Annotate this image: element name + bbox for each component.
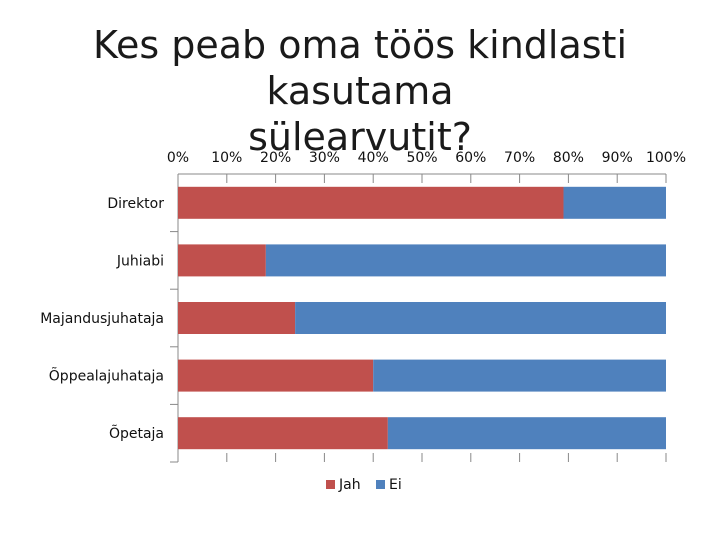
legend-swatch — [376, 480, 385, 489]
bar-jah — [178, 186, 564, 219]
chart-title-line-2: sülearvutit? — [248, 115, 472, 159]
category-label: Õpetaja — [109, 425, 164, 442]
bar-jah — [178, 302, 296, 334]
bar-jah — [178, 244, 266, 277]
x-tick-label: 90% — [602, 150, 633, 166]
chart-title-line-1: Kes peab oma töös kindlasti kasutama — [92, 23, 628, 113]
legend-swatch — [326, 480, 335, 489]
chart-title: Kes peab oma töös kindlasti kasutama sül… — [0, 22, 720, 160]
x-tick-label: 0% — [167, 150, 189, 166]
x-tick-label: 20% — [260, 150, 291, 166]
bar-ei — [373, 359, 666, 392]
x-tick-label: 100% — [646, 150, 686, 166]
x-tick-label: 30% — [309, 150, 340, 166]
x-tick-label: 60% — [455, 150, 486, 166]
bar-jah — [178, 359, 374, 392]
category-label: Juhiabi — [116, 253, 164, 269]
category-label: Majandusjuhataja — [40, 311, 164, 327]
bar-ei — [295, 302, 666, 334]
legend-label: Jah — [338, 477, 361, 493]
bar-ei — [387, 417, 666, 450]
x-tick-label: 40% — [358, 150, 389, 166]
x-tick-label: 70% — [504, 150, 535, 166]
bar-ei — [265, 244, 666, 277]
category-label: Direktor — [107, 196, 164, 212]
x-tick-label: 10% — [211, 150, 242, 166]
bar-ei — [563, 186, 666, 219]
category-label: Õppealajuhataja — [49, 368, 164, 385]
x-tick-label: 80% — [553, 150, 584, 166]
x-tick-label: 50% — [406, 150, 437, 166]
legend-label: Ei — [389, 477, 402, 493]
bar-jah — [178, 417, 388, 450]
